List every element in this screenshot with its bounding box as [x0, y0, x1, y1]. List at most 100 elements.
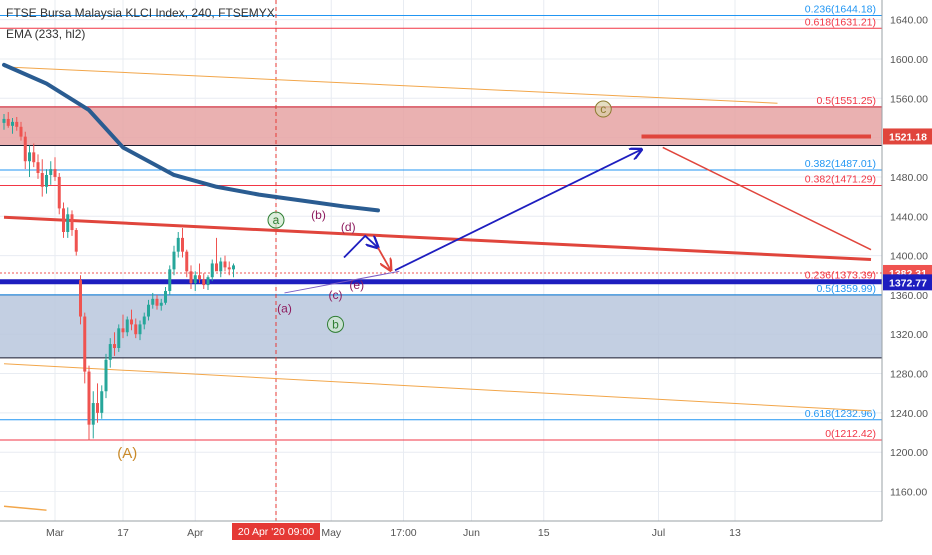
fib-level-label: 0.382(1487.01) [805, 158, 876, 170]
candle-body [40, 173, 44, 187]
price-label-text: 1521.18 [889, 131, 927, 143]
y-tick-label: 1400.00 [890, 251, 928, 263]
time-axis-background [0, 521, 932, 550]
plot-background [0, 0, 882, 521]
fib-level-label: 0.236(1373.39) [805, 270, 876, 282]
candle-body [96, 403, 99, 413]
candle-body [79, 280, 82, 317]
x-tick-label: May [321, 527, 342, 539]
wave-label: (c) [329, 288, 343, 302]
wave-label-circle [267, 211, 285, 229]
candle-body [108, 344, 112, 360]
x-tick-label: Mar [46, 527, 65, 539]
candle-body [53, 169, 57, 177]
candle-body [138, 324, 142, 335]
zone-resistance [0, 106, 882, 146]
candle-body [113, 344, 116, 348]
y-tick-label: 1360.00 [890, 290, 928, 302]
wave-label: (e) [349, 278, 364, 292]
wave-label-circle [327, 315, 344, 333]
wave-label: c [600, 102, 606, 116]
candle-body [134, 324, 138, 335]
x-tick-label: Jun [463, 527, 480, 539]
x-tick-label: 17 [117, 527, 129, 539]
wave-label: b [332, 317, 339, 331]
projection-arrow-e [377, 247, 391, 271]
candle-body [57, 176, 61, 209]
time-highlight-label: 20 Apr '20 09:00 [238, 526, 314, 538]
candle-body [45, 174, 48, 187]
fib-level-label: 0.382(1471.29) [805, 174, 876, 186]
price-label-box [883, 128, 932, 145]
candle-body [11, 121, 14, 126]
y-tick-label: 1640.00 [890, 15, 928, 27]
candle-body [193, 275, 197, 284]
candle-body [206, 277, 210, 286]
y-tick-label: 1240.00 [890, 408, 928, 420]
candle-body [83, 316, 87, 372]
fib-level-label: 0.618(1232.96) [805, 408, 876, 420]
candle-body [62, 208, 65, 232]
y-tick-label: 1280.00 [890, 369, 928, 381]
candle-body [74, 230, 78, 252]
y-tick-label: 1440.00 [890, 211, 928, 223]
fib-level-label: 0.5(1359.99) [816, 283, 876, 295]
candle-body [215, 263, 218, 272]
candle-body [181, 237, 184, 252]
candle-body [19, 126, 23, 137]
candle-body [159, 302, 163, 306]
projection-arrow-to-c [394, 149, 642, 272]
candle-body [219, 261, 223, 272]
candle-body [125, 319, 129, 333]
y-tick-label: 1600.00 [890, 54, 928, 66]
candle-body [2, 118, 6, 123]
x-tick-label: 17:00 [390, 527, 416, 539]
candle-body [185, 251, 189, 272]
candle-body [117, 328, 121, 348]
y-tick-label: 1160.00 [890, 487, 927, 499]
orange-channel-bottom [3, 505, 47, 511]
wave-label: (A) [117, 445, 137, 462]
candle-body [198, 275, 201, 280]
wave-label: (b) [311, 208, 326, 222]
ema-line [2, 62, 380, 213]
orange-channel-lower [3, 363, 872, 412]
x-tick-label: 13 [729, 527, 741, 539]
candle-body [232, 265, 235, 270]
candle-body [189, 271, 193, 284]
candle-body [70, 214, 74, 231]
wave-label: (a) [277, 302, 292, 316]
candle-body [36, 162, 40, 174]
fib-level-label: 0.236(1644.18) [805, 4, 876, 16]
candle-body [121, 328, 125, 333]
time-highlight-box [232, 523, 320, 540]
indicator-legend: EMA (233, hl2) [6, 27, 86, 41]
candle-body [130, 319, 133, 325]
candle-body [91, 403, 95, 425]
candle-body [227, 267, 231, 270]
candle-body [147, 304, 150, 317]
candle-body [155, 298, 159, 306]
candle-body [176, 237, 180, 252]
candle-body [151, 298, 155, 305]
price-label-text: 1372.77 [889, 277, 927, 289]
candle-body [66, 214, 70, 232]
candle-body [32, 152, 36, 163]
y-tick-label: 1320.00 [890, 329, 928, 341]
orange-channel-upper [3, 66, 778, 104]
y-tick-label: 1480.00 [890, 172, 928, 184]
wave-label: (d) [341, 220, 356, 234]
projection-arrow-to-d [343, 234, 378, 259]
projection-red-down [662, 146, 872, 251]
symbol-title: FTSE Bursa Malaysia KLCI Index, 240, FTS… [6, 6, 275, 20]
purple-triangle-lower [284, 270, 400, 294]
candle-body [23, 136, 27, 162]
candle-body [28, 152, 31, 162]
fib-level-label: 0.5(1551.25) [816, 95, 876, 107]
candle-body [172, 251, 176, 270]
x-tick-label: 15 [538, 527, 550, 539]
candle-body [168, 269, 172, 291]
candle-body [210, 263, 214, 278]
